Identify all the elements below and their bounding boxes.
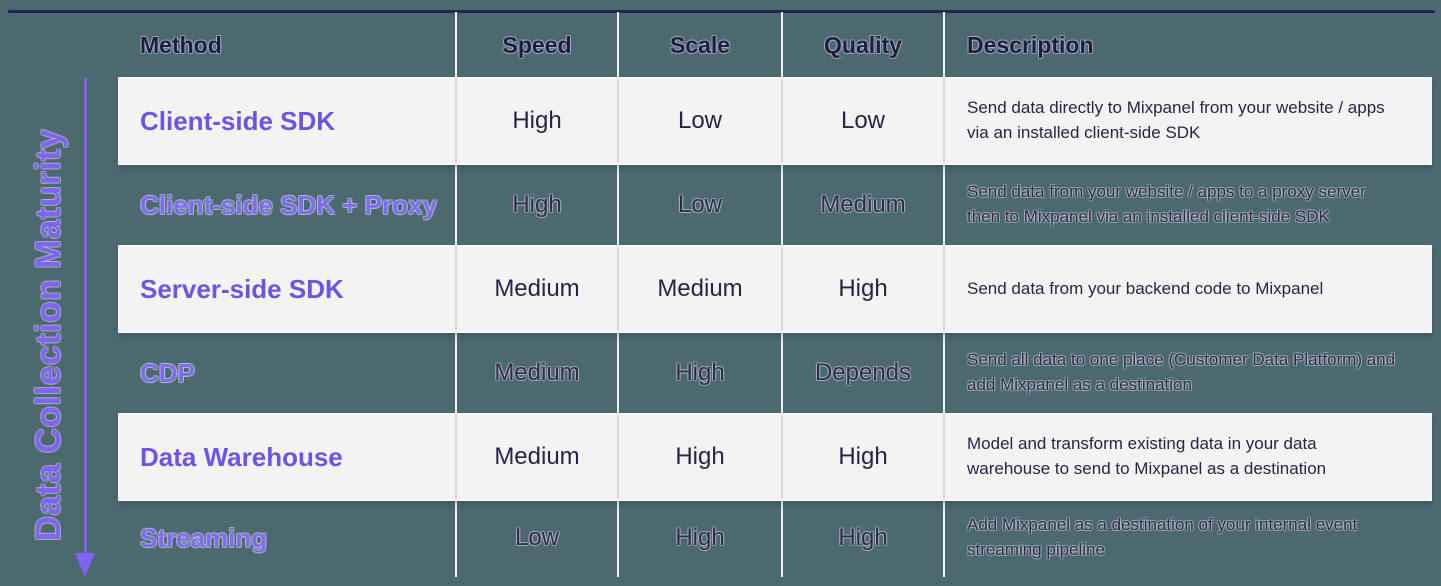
method-cell: Streaming bbox=[120, 499, 455, 577]
method-cell: Client-side SDK + Proxy bbox=[120, 163, 455, 247]
quality-value: High bbox=[838, 275, 888, 302]
quality-value: High bbox=[838, 524, 888, 551]
scale-cell: High bbox=[617, 499, 781, 577]
quality-cell: High bbox=[781, 415, 943, 499]
speed-value: High bbox=[512, 191, 562, 218]
down-arrow-line bbox=[84, 78, 87, 555]
table-row-streaming: Streaming Low High High Add Mixpanel as … bbox=[120, 499, 1430, 577]
description-text: Send data from your backend code to Mixp… bbox=[967, 278, 1324, 298]
method-cell: Data Warehouse bbox=[120, 415, 455, 499]
description-text: Send data from your website / apps to a … bbox=[967, 182, 1366, 226]
table-header-row: Method Speed Scale Quality Description bbox=[120, 12, 1430, 79]
speed-cell: High bbox=[455, 163, 617, 247]
scale-cell: Low bbox=[617, 163, 781, 247]
quality-value: Medium bbox=[820, 191, 906, 218]
header-cell-method: Method bbox=[120, 12, 455, 79]
method-cell: Server-side SDK bbox=[120, 247, 455, 331]
method-cell: Client-side SDK bbox=[120, 79, 455, 163]
header-cell-description: Description bbox=[943, 12, 1430, 79]
header-label: Speed bbox=[502, 32, 572, 58]
speed-value: Medium bbox=[494, 443, 580, 470]
description-cell: Send data from your website / apps to a … bbox=[943, 163, 1430, 247]
table-row-client-side-sdk: Client-side SDK High Low Low Send data d… bbox=[120, 79, 1430, 163]
description-cell: Add Mixpanel as a destination of your in… bbox=[943, 499, 1430, 577]
speed-cell: High bbox=[455, 79, 617, 163]
maturity-axis-label-text: Data Collection Maturity bbox=[29, 128, 68, 542]
quality-cell: Medium bbox=[781, 163, 943, 247]
scale-value: Low bbox=[677, 191, 723, 218]
table-row-data-warehouse: Data Warehouse Medium High High Model an… bbox=[120, 415, 1430, 499]
down-arrow-icon bbox=[75, 553, 95, 577]
description-text: Send all data to one place (Customer Dat… bbox=[967, 350, 1396, 394]
quality-value: Depends bbox=[814, 359, 912, 386]
method-label: CDP bbox=[140, 357, 195, 388]
speed-value: Low bbox=[514, 524, 560, 551]
header-cell-quality: Quality bbox=[781, 12, 943, 79]
description-cell: Send data directly to Mixpanel from your… bbox=[943, 79, 1430, 163]
table-row-client-side-sdk-proxy: Client-side SDK + Proxy High Low Medium … bbox=[120, 163, 1430, 247]
speed-value: Medium bbox=[494, 275, 580, 302]
method-label: Streaming bbox=[140, 522, 268, 553]
method-label: Server-side SDK bbox=[140, 273, 344, 304]
quality-cell: High bbox=[781, 247, 943, 331]
description-text: Add Mixpanel as a destination of your in… bbox=[967, 515, 1358, 559]
quality-value: Low bbox=[840, 107, 886, 134]
speed-cell: Medium bbox=[455, 331, 617, 415]
header-cell-speed: Speed bbox=[455, 12, 617, 79]
scale-cell: High bbox=[617, 415, 781, 499]
header-label: Scale bbox=[669, 32, 731, 58]
description-text: Send data directly to Mixpanel from your… bbox=[967, 98, 1385, 142]
method-label: Client-side SDK + Proxy bbox=[140, 189, 437, 220]
description-cell: Send data from your backend code to Mixp… bbox=[943, 247, 1430, 331]
description-cell: Model and transform existing data in you… bbox=[943, 415, 1430, 499]
method-label: Client-side SDK bbox=[140, 105, 336, 136]
speed-value: High bbox=[512, 107, 562, 134]
scale-value: High bbox=[675, 524, 725, 551]
description-text: Model and transform existing data in you… bbox=[967, 434, 1327, 478]
top-accent-line bbox=[8, 10, 1435, 13]
scale-cell: High bbox=[617, 331, 781, 415]
scale-value: Low bbox=[677, 107, 723, 134]
table-row-cdp: CDP Medium High Depends Send all data to… bbox=[120, 331, 1430, 415]
quality-cell: Depends bbox=[781, 331, 943, 415]
scale-cell: Low bbox=[617, 79, 781, 163]
comparison-table: Method Speed Scale Quality Description C… bbox=[120, 12, 1430, 577]
speed-value: Medium bbox=[494, 359, 580, 386]
table-row-server-side-sdk: Server-side SDK Medium Medium High Send … bbox=[120, 247, 1430, 331]
header-cell-scale: Scale bbox=[617, 12, 781, 79]
header-label: Method bbox=[140, 32, 222, 58]
quality-cell: High bbox=[781, 499, 943, 577]
header-label: Quality bbox=[824, 32, 902, 58]
quality-cell: Low bbox=[781, 79, 943, 163]
scale-cell: Medium bbox=[617, 247, 781, 331]
method-cell: CDP bbox=[120, 331, 455, 415]
scale-value: Medium bbox=[657, 275, 743, 302]
speed-cell: Medium bbox=[455, 247, 617, 331]
scale-value: High bbox=[675, 359, 725, 386]
speed-cell: Low bbox=[455, 499, 617, 577]
quality-value: High bbox=[838, 443, 888, 470]
description-cell: Send all data to one place (Customer Dat… bbox=[943, 331, 1430, 415]
scale-value: High bbox=[675, 443, 725, 470]
speed-cell: Medium bbox=[455, 415, 617, 499]
header-label: Description bbox=[967, 32, 1094, 58]
method-label: Data Warehouse bbox=[140, 441, 343, 472]
